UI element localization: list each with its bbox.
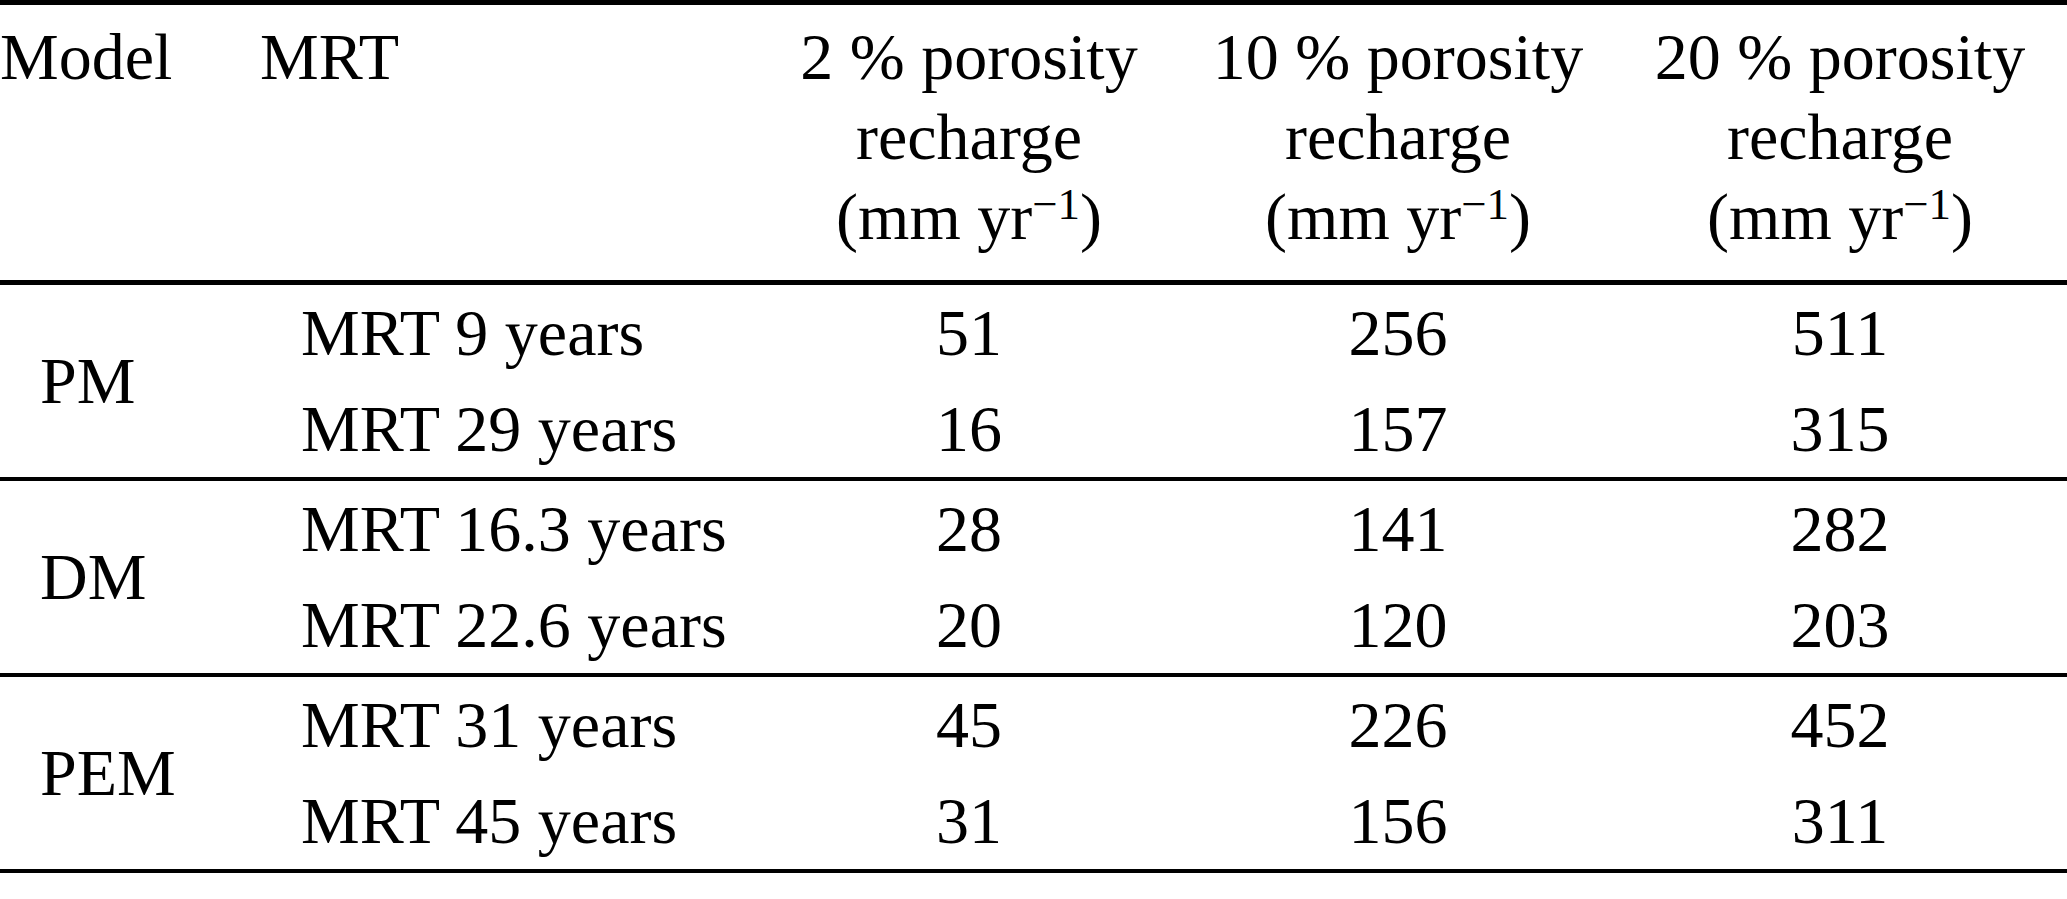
model-cell-dm: DM xyxy=(0,479,260,675)
unit-prefix: (mm yr xyxy=(1265,180,1461,253)
header-mrt-label: MRT xyxy=(260,17,755,97)
porosity-2pct-unit: (mm yr−1) xyxy=(755,177,1183,264)
page: Model MRT 2 % porosity recharge (mm yr−1… xyxy=(0,0,2067,899)
recharge-table: Model MRT 2 % porosity recharge (mm yr−1… xyxy=(0,0,2067,873)
porosity-10pct-title: 10 % porosity xyxy=(1183,17,1613,97)
porosity-20pct-subtitle: recharge xyxy=(1613,97,2067,177)
group-dm: DM MRT 16.3 years 28 141 282 MRT 22.6 ye… xyxy=(0,479,2067,675)
mrt-cell: MRT 45 years xyxy=(260,773,755,871)
unit-exponent: −1 xyxy=(1461,179,1509,229)
value-20pct: 315 xyxy=(1613,381,2067,479)
value-2pct: 31 xyxy=(755,773,1183,871)
value-2pct: 28 xyxy=(755,479,1183,577)
unit-prefix: (mm yr xyxy=(836,180,1032,253)
group-pem: PEM MRT 31 years 45 226 452 MRT 45 years… xyxy=(0,675,2067,871)
mrt-cell: MRT 9 years xyxy=(260,283,755,381)
header-cell-porosity-20pct: 20 % porosity recharge (mm yr−1) xyxy=(1613,3,2067,283)
model-cell-pem: PEM xyxy=(0,675,260,871)
value-10pct: 156 xyxy=(1183,773,1613,871)
porosity-10pct-unit: (mm yr−1) xyxy=(1183,177,1613,264)
value-10pct: 256 xyxy=(1183,283,1613,381)
table-row: PM MRT 9 years 51 256 511 xyxy=(0,283,2067,381)
value-20pct: 511 xyxy=(1613,283,2067,381)
mrt-cell: MRT 29 years xyxy=(260,381,755,479)
unit-suffix: ) xyxy=(1951,180,1973,253)
unit-prefix: (mm yr xyxy=(1707,180,1903,253)
table-row: MRT 29 years 16 157 315 xyxy=(0,381,2067,479)
table-row: MRT 22.6 years 20 120 203 xyxy=(0,577,2067,675)
unit-exponent: −1 xyxy=(1903,179,1951,229)
header-row: Model MRT 2 % porosity recharge (mm yr−1… xyxy=(0,3,2067,283)
mrt-cell: MRT 16.3 years xyxy=(260,479,755,577)
header-cell-model: Model xyxy=(0,3,260,283)
header-cell-porosity-10pct: 10 % porosity recharge (mm yr−1) xyxy=(1183,3,1613,283)
value-10pct: 226 xyxy=(1183,675,1613,773)
unit-suffix: ) xyxy=(1080,180,1102,253)
value-20pct: 282 xyxy=(1613,479,2067,577)
model-cell-pm: PM xyxy=(0,283,260,479)
value-2pct: 16 xyxy=(755,381,1183,479)
unit-suffix: ) xyxy=(1509,180,1531,253)
group-pm: PM MRT 9 years 51 256 511 MRT 29 years 1… xyxy=(0,283,2067,479)
table-header: Model MRT 2 % porosity recharge (mm yr−1… xyxy=(0,3,2067,283)
value-10pct: 120 xyxy=(1183,577,1613,675)
mrt-cell: MRT 31 years xyxy=(260,675,755,773)
porosity-2pct-title: 2 % porosity xyxy=(755,17,1183,97)
header-cell-porosity-2pct: 2 % porosity recharge (mm yr−1) xyxy=(755,3,1183,283)
header-model-label: Model xyxy=(0,17,260,97)
table-row: DM MRT 16.3 years 28 141 282 xyxy=(0,479,2067,577)
porosity-10pct-subtitle: recharge xyxy=(1183,97,1613,177)
value-2pct: 20 xyxy=(755,577,1183,675)
table-row: PEM MRT 31 years 45 226 452 xyxy=(0,675,2067,773)
value-10pct: 157 xyxy=(1183,381,1613,479)
value-20pct: 311 xyxy=(1613,773,2067,871)
mrt-cell: MRT 22.6 years xyxy=(260,577,755,675)
value-10pct: 141 xyxy=(1183,479,1613,577)
porosity-20pct-unit: (mm yr−1) xyxy=(1613,177,2067,264)
header-cell-mrt: MRT xyxy=(260,3,755,283)
value-20pct: 203 xyxy=(1613,577,2067,675)
unit-exponent: −1 xyxy=(1032,179,1080,229)
table-row: MRT 45 years 31 156 311 xyxy=(0,773,2067,871)
value-20pct: 452 xyxy=(1613,675,2067,773)
value-2pct: 45 xyxy=(755,675,1183,773)
porosity-2pct-subtitle: recharge xyxy=(755,97,1183,177)
porosity-20pct-title: 20 % porosity xyxy=(1613,17,2067,97)
value-2pct: 51 xyxy=(755,283,1183,381)
